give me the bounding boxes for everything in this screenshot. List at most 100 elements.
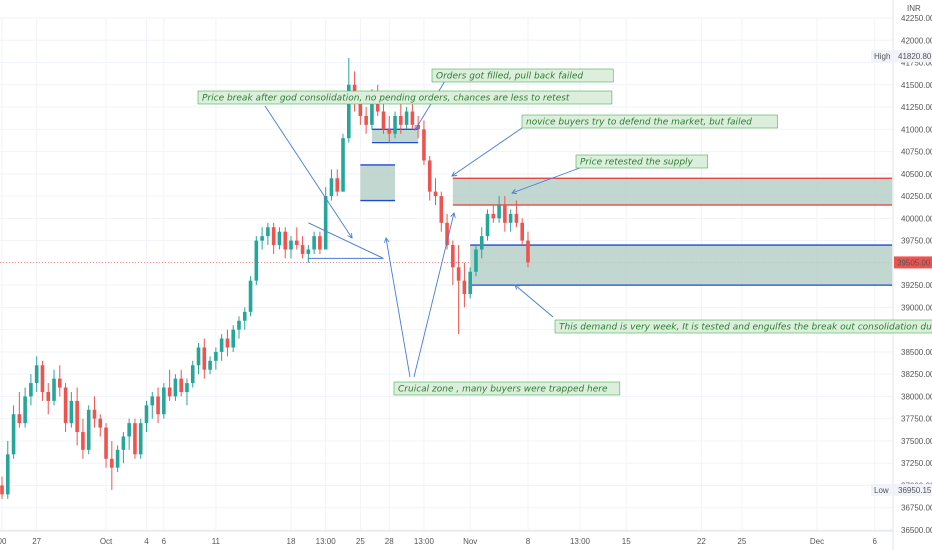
time-axis[interactable]: 00 27 Oct 4 6 11 18 13:00 25 28 13:00 Nov 8 13:00 15 22… (0, 530, 893, 546)
candle-body (416, 124, 420, 130)
candle-body (341, 138, 345, 192)
arrow-breakout-head (347, 232, 353, 239)
x-tick-label: Dec (810, 537, 824, 546)
y-tick-label: 36750.00 (901, 504, 932, 513)
x-tick-label: 28 (385, 537, 394, 546)
x-tick-label: Nov (463, 537, 477, 546)
candle-body (468, 271, 472, 295)
candle-body (69, 400, 74, 424)
y-tick-label: 36500.00 (901, 526, 932, 535)
candle-body (306, 249, 311, 254)
candle-body (92, 409, 97, 419)
x-tick-label: 6 (162, 537, 167, 546)
candle-body (294, 240, 299, 246)
candle-body (364, 115, 368, 125)
note-weak-demand-box (554, 319, 932, 334)
candle-body (318, 236, 322, 250)
arrow-breakout (264, 105, 353, 239)
candle-body (173, 378, 178, 397)
candle-body (266, 227, 270, 237)
candle-body (439, 196, 444, 223)
x-tick-label: 13:00 (316, 537, 337, 546)
candle-body (63, 387, 68, 424)
candle-body (260, 236, 264, 241)
candle-body (127, 423, 131, 437)
candle-body (58, 378, 62, 388)
candle-body (138, 423, 143, 455)
candle-body (445, 222, 449, 246)
arrow-retest-head (511, 188, 518, 195)
high-label-tag-box (871, 50, 893, 63)
last-price-label: 39505.00 (897, 258, 931, 267)
candle-body (29, 383, 33, 397)
drawings (264, 80, 586, 378)
candle-body (254, 240, 259, 281)
x-tick-label: 13:00 (570, 537, 591, 546)
x-tick-label: 22 (697, 537, 706, 546)
y-tick-label: 42250.00 (901, 14, 932, 23)
candle-body (110, 458, 114, 468)
y-tick-label: 38500.00 (901, 348, 932, 357)
x-tick-label: 00 (0, 537, 7, 546)
y-tick-label: 41500.00 (901, 81, 932, 90)
arrow-pullback (414, 80, 446, 131)
candle-body (451, 245, 455, 268)
candle-body (150, 396, 155, 406)
candle-body (404, 111, 409, 125)
arrow-novice (451, 127, 523, 177)
candle-body (497, 204, 501, 219)
x-tick-label: 13:00 (414, 537, 435, 546)
arrow-crucial-right-head (450, 212, 456, 218)
annotations: Price break after god consolidation, no … (197, 68, 932, 396)
candle-body (11, 414, 16, 455)
candle-body (214, 351, 218, 361)
candle-body (491, 213, 496, 219)
x-tick-label: 25 (737, 537, 746, 546)
x-tick-label: 25 (356, 537, 365, 546)
candle-body (162, 387, 166, 415)
candle-body (86, 409, 91, 450)
candle-body (433, 191, 438, 197)
candle-body (52, 378, 56, 401)
arrow-pullback-head (414, 124, 420, 131)
candle-body (503, 204, 507, 223)
candle-body (196, 347, 201, 366)
candle-body (520, 222, 524, 241)
candle-body (393, 115, 397, 134)
candle-body (231, 329, 235, 348)
candle-body (508, 213, 513, 223)
candle-body (115, 449, 120, 468)
low-label: 36950.15 (898, 486, 932, 495)
candle-body (283, 231, 288, 250)
candle-body (40, 365, 45, 392)
low-label-box (894, 483, 932, 496)
candle-body (202, 347, 207, 370)
candle-body (167, 387, 172, 397)
y-tick-label: 42000.00 (901, 36, 932, 45)
arrow-novice-head (451, 171, 458, 177)
breakout-box (360, 164, 396, 201)
y-tick-label: 41250.00 (901, 103, 932, 112)
last-price-box (894, 256, 932, 269)
candle-body (23, 396, 27, 424)
x-tick-label: 4 (144, 537, 149, 546)
note-novice-buyers-box (521, 114, 778, 129)
candle-body (133, 423, 137, 455)
y-tick-label: 38000.00 (901, 392, 932, 401)
candle-body (81, 432, 85, 450)
candle-body (456, 267, 461, 281)
supply-zone (452, 178, 893, 205)
candle-body (0, 485, 4, 495)
candle-body (17, 414, 22, 424)
candle-body (5, 454, 10, 495)
y-tick-label: 40500.00 (901, 170, 932, 179)
candle-body (225, 338, 230, 348)
zones (360, 128, 893, 286)
arrow-retest (511, 165, 586, 194)
candle-body (190, 365, 195, 384)
candle-body (399, 115, 403, 125)
note-price-break: Price break after god consolidation, no … (202, 94, 570, 104)
price-axis[interactable]: 36500.0036750.0037000.0037250.0037500.00… (871, 0, 932, 550)
y-tick-label: 41000.00 (901, 125, 932, 134)
